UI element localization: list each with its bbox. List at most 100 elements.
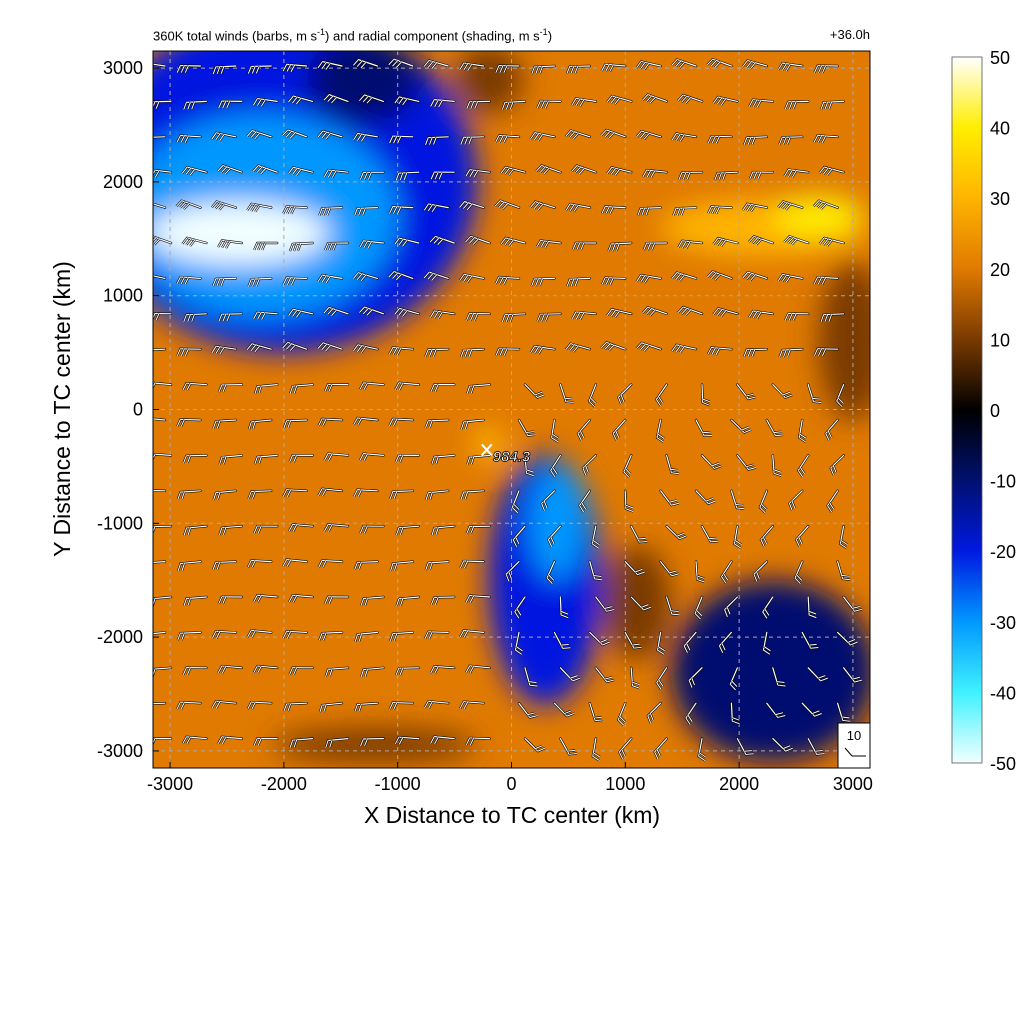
colorbar-tick-label: -20 <box>990 542 1016 562</box>
wind-barb <box>839 525 848 550</box>
wind-barb <box>536 99 562 109</box>
wind-barb <box>784 312 810 322</box>
wind-barb <box>212 560 238 570</box>
wind-barb <box>358 381 385 391</box>
wind-barb <box>581 454 597 476</box>
wind-barb <box>388 417 414 427</box>
y-tick-label: -3000 <box>97 741 143 761</box>
wind-barb <box>659 489 680 507</box>
wind-barb <box>460 489 485 500</box>
wind-barb <box>153 312 173 321</box>
wind-barb <box>288 594 314 603</box>
wind-barb <box>641 306 668 317</box>
wind-barb <box>729 666 739 691</box>
wind-barb <box>424 418 450 429</box>
colorbar-tick-label: -10 <box>990 472 1016 492</box>
wind-barb <box>429 665 456 674</box>
wind-barb <box>252 97 279 107</box>
wind-barb <box>606 166 633 177</box>
wind-barb <box>784 100 810 110</box>
wind-barb <box>318 702 344 713</box>
wind-barb <box>465 312 491 322</box>
wind-barb <box>388 346 414 356</box>
wind-barb <box>759 525 774 548</box>
wind-barb <box>517 418 536 437</box>
wind-barb <box>282 276 308 286</box>
wind-barb <box>712 307 739 318</box>
wind-barb <box>395 170 420 181</box>
wind-barb <box>606 94 633 105</box>
x-tick-label: -3000 <box>147 774 193 794</box>
colorbar-tick-label: -50 <box>990 754 1016 774</box>
wind-barb <box>425 772 448 779</box>
wind-barb <box>424 348 450 358</box>
wind-barb <box>153 525 173 535</box>
wind-barb <box>600 205 627 215</box>
wind-barb <box>458 273 485 283</box>
wind-barb <box>707 205 733 215</box>
wind-barb <box>289 737 314 748</box>
wind-barb <box>323 306 350 317</box>
wind-barb <box>318 206 344 216</box>
wind-barb <box>624 489 634 513</box>
wind-barb <box>323 168 350 179</box>
wind-barb <box>387 270 414 281</box>
wind-barb <box>252 594 279 603</box>
wind-barb <box>282 630 308 639</box>
wind-barb <box>523 454 535 477</box>
wind-barb <box>358 93 385 104</box>
wind-barb <box>836 702 851 723</box>
wind-barb <box>591 737 601 762</box>
wind-barb <box>353 488 379 498</box>
colorbar-tick-label: 0 <box>990 401 1000 421</box>
barb-reference-box: 10 <box>837 722 871 769</box>
inflow-region-se <box>670 580 870 763</box>
wind-barb <box>511 489 521 514</box>
wind-barb <box>218 525 244 536</box>
wind-barb <box>153 560 167 564</box>
wind-barb <box>176 64 202 74</box>
wind-barb <box>742 348 768 358</box>
wind-barb <box>578 489 591 513</box>
wind-barb <box>777 61 804 72</box>
wind-barb <box>818 165 845 176</box>
wind-barb <box>466 383 491 394</box>
wind-barb <box>720 560 733 584</box>
wind-barb <box>523 383 546 399</box>
radial-wind-shading <box>153 51 870 768</box>
wind-barb <box>253 383 279 395</box>
wind-barb <box>252 164 279 175</box>
wind-barb <box>646 702 662 724</box>
wind-barb <box>182 595 208 607</box>
wind-barb <box>517 702 538 719</box>
wind-barb <box>395 525 420 536</box>
wind-barb <box>181 735 208 745</box>
wind-barb <box>807 595 817 619</box>
wind-barb <box>687 666 704 688</box>
wind-barb <box>460 418 485 430</box>
wind-barb <box>761 595 774 619</box>
wind-barb <box>559 737 577 756</box>
wind-barb <box>253 241 279 251</box>
wind-barb <box>712 95 739 106</box>
y-tick-label: 2000 <box>103 172 143 192</box>
wind-barb <box>591 525 600 550</box>
wind-barb <box>153 702 167 705</box>
wind-barb <box>636 206 662 216</box>
wind-barb <box>282 418 308 429</box>
wind-barb <box>323 93 350 104</box>
wind-barb <box>812 199 839 210</box>
wind-barb <box>829 454 845 476</box>
wind-barb <box>617 702 627 727</box>
wind-barb <box>212 489 238 501</box>
wind-barb <box>423 59 450 70</box>
wind-barb <box>576 418 591 441</box>
wind-barbs <box>153 58 863 779</box>
wind-barb <box>624 631 642 650</box>
wind-barb <box>665 525 687 540</box>
wind-barb <box>635 129 662 140</box>
wind-barb <box>748 170 774 180</box>
wind-barb <box>465 736 491 746</box>
wind-barb <box>547 525 562 547</box>
wind-barb <box>743 135 768 146</box>
